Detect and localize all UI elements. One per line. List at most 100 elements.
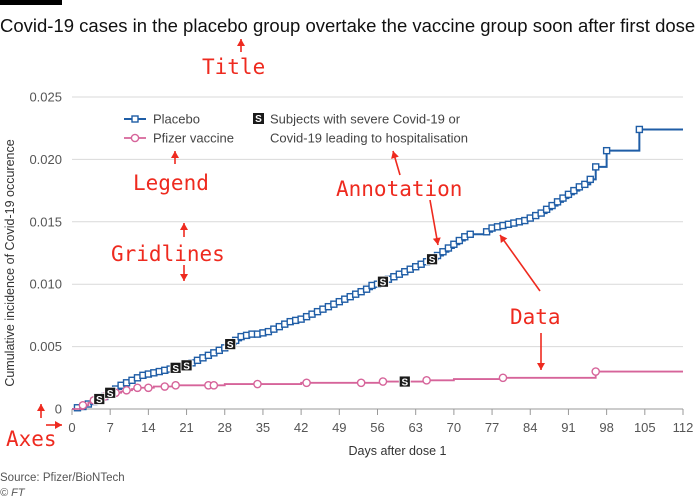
data-point (362, 285, 371, 293)
data-point (548, 201, 556, 210)
data-point (144, 383, 153, 393)
x-tick-label: 0 (68, 420, 75, 435)
data-arrow-placebo (499, 234, 541, 292)
data-point (498, 373, 508, 383)
annotation-annotation-label: Annotation (336, 177, 462, 201)
data-point (591, 367, 601, 376)
x-tick-label: 70 (447, 420, 461, 435)
svg-text:S: S (96, 395, 103, 406)
chart-title: Covid-19 cases in the placebo group over… (0, 15, 696, 36)
data-point (586, 175, 594, 184)
data-point (133, 383, 142, 393)
y-tick-label: 0 (55, 402, 62, 417)
data-point (592, 163, 600, 171)
x-tick-label: 91 (561, 420, 575, 435)
svg-text:S: S (172, 364, 179, 375)
legend-arrow (171, 151, 179, 164)
series-vaccine (72, 367, 683, 410)
data-point (455, 236, 464, 245)
y-tick-label: 0.020 (29, 152, 62, 167)
severe-case-marker: S (93, 393, 106, 406)
x-tick-label: 112 (673, 420, 694, 435)
data-point (635, 125, 644, 134)
data-arrow-vaccine (537, 333, 545, 370)
title-arrow (237, 39, 245, 52)
legend-item-severe: S Subjects with severe Covid-19 or Covid-1… (253, 112, 468, 146)
data-point (581, 180, 589, 189)
legend-item-vaccine: Pfizer vaccine (124, 131, 234, 146)
gridlines-arrow-up (180, 223, 188, 237)
data-point (570, 186, 578, 195)
gridlines-arrow-down (180, 265, 188, 281)
data-point (356, 378, 366, 388)
y-tick-label: 0.025 (29, 90, 62, 105)
source-note: Source: Pfizer/BioNTech (0, 472, 125, 484)
svg-text:S: S (401, 378, 408, 389)
svg-text:Pfizer vaccine: Pfizer vaccine (153, 131, 234, 146)
severe-case-marker: S (180, 359, 193, 372)
svg-text:Covid-19 leading to hospitalis: Covid-19 leading to hospitalisation (270, 131, 468, 146)
svg-text:S: S (429, 255, 436, 266)
x-tick-label: 7 (107, 420, 114, 435)
data-point (253, 379, 262, 389)
data-point (466, 230, 474, 238)
gridlines (72, 96, 683, 348)
annotation-title-label: Title (202, 55, 265, 79)
data-point (122, 385, 131, 395)
svg-text:S: S (255, 114, 262, 125)
severe-case-marker: S (398, 375, 411, 389)
data-point (160, 382, 170, 391)
data-point (171, 380, 180, 390)
severe-case-marker: S (224, 338, 237, 351)
axes: 0 0.005 0.010 0.015 0.020 0.025 0 7 14 21 28 35 42 49… (3, 90, 693, 459)
x-tick-label: 105 (634, 420, 656, 435)
severe-case-marker: S (377, 275, 389, 289)
data-point (422, 375, 431, 385)
x-tick-label: 21 (179, 420, 193, 435)
data-point (209, 380, 219, 390)
title-accent-bar (0, 0, 62, 5)
severe-case-marker: S (169, 361, 182, 375)
severe-case-marker: S (426, 253, 438, 266)
svg-text:S: S (380, 278, 387, 289)
x-tick-label: 84 (523, 420, 537, 435)
data-point (564, 190, 573, 199)
annotation-arrow-down (429, 199, 441, 246)
x-tick-label: 56 (370, 420, 384, 435)
x-tick-label: 14 (141, 420, 155, 435)
y-axis-title: Cumulative incidence of Covid-19 occuren… (3, 139, 17, 386)
x-axis-title: Days after dose 1 (349, 444, 447, 458)
x-tick-label: 98 (599, 420, 613, 435)
svg-text:S: S (183, 361, 190, 372)
data-point (439, 248, 447, 256)
svg-text:S: S (227, 340, 234, 351)
data-point (559, 194, 567, 202)
svg-text:Placebo: Placebo (153, 112, 200, 127)
data-point (553, 198, 562, 206)
x-tick-label: 63 (408, 420, 422, 435)
axes-arrow-right (46, 421, 62, 429)
annotation-layer: Title Legend Annotation Gridlines Data Axes (6, 39, 561, 451)
x-tick-label: 77 (485, 420, 499, 435)
y-tick-label: 0.015 (29, 214, 62, 229)
svg-text:Subjects with severe Covid-19: Subjects with severe Covid-19 or (270, 112, 461, 127)
data-point (542, 205, 551, 214)
data-point (378, 377, 388, 386)
annotation-axes-label: Axes (6, 427, 57, 451)
series-placebo (72, 125, 683, 412)
annotation-gridlines-label: Gridlines (111, 242, 225, 266)
legend: Placebo Pfizer vaccine S Subjects with seve… (124, 112, 468, 146)
y-tick-label: 0.010 (29, 277, 62, 292)
x-tick-label: 49 (332, 420, 346, 435)
severe-case-marker: S (104, 386, 117, 400)
x-tick-label: 42 (294, 420, 308, 435)
data-point (482, 228, 491, 236)
copyright-note: © FT (0, 487, 25, 499)
annotation-data-label: Data (510, 305, 561, 329)
x-tick-label: 35 (256, 420, 270, 435)
data-point (444, 244, 453, 252)
data-point (450, 240, 458, 248)
annotation-arrow-up (391, 150, 401, 176)
